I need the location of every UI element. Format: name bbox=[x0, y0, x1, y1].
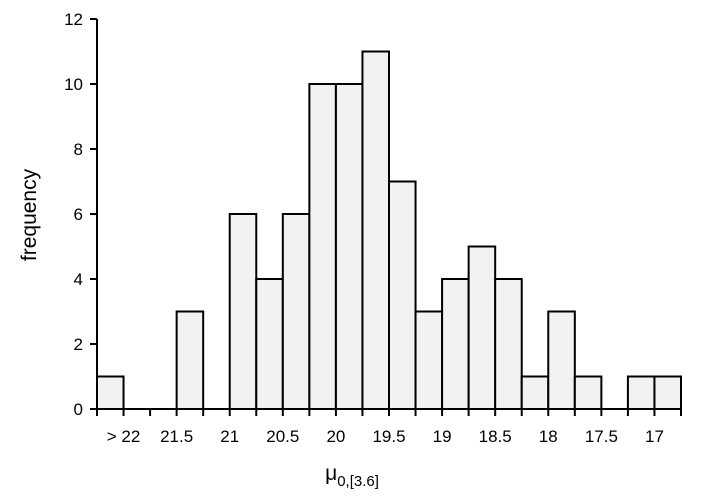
bar-6 bbox=[255, 278, 284, 410]
bar-9 bbox=[334, 83, 364, 410]
x-axis-label-sub: 0,[3.6] bbox=[337, 473, 379, 490]
x-tick-label-2: 21 bbox=[220, 427, 239, 446]
bar-21 bbox=[653, 375, 682, 410]
x-tick-label-0: > 22 bbox=[107, 427, 141, 446]
y-tick-label-10: 10 bbox=[64, 75, 83, 94]
bar-12 bbox=[414, 310, 444, 410]
y-tick-label-0: 0 bbox=[74, 400, 83, 419]
x-tick-label-5: 19.5 bbox=[372, 427, 405, 446]
y-tick-label-8: 8 bbox=[74, 140, 83, 159]
y-tick-label-12: 12 bbox=[64, 10, 83, 29]
y-axis-label: frequency bbox=[18, 168, 41, 261]
x-axis-label: μ0,[3.6] bbox=[325, 462, 379, 490]
x-ticks-group: > 22 21.5 21 20.5 20 19.5 19 18.5 18 17.5 17 bbox=[96, 409, 682, 446]
y-ticks-group: 0 2 4 6 8 10 12 bbox=[64, 10, 97, 419]
bar-5 bbox=[228, 213, 258, 410]
bar-16 bbox=[520, 375, 550, 410]
x-tick-label-6: 19 bbox=[433, 427, 452, 446]
bar-11 bbox=[388, 180, 417, 410]
x-tick-label-3: 20.5 bbox=[266, 427, 299, 446]
bar-17 bbox=[547, 310, 576, 410]
bar-18 bbox=[573, 375, 603, 410]
bar-13 bbox=[441, 278, 470, 410]
bar-10 bbox=[361, 50, 391, 410]
bar-20 bbox=[626, 375, 656, 410]
y-tick-label-6: 6 bbox=[74, 205, 83, 224]
y-tick-label-4: 4 bbox=[74, 270, 83, 289]
x-tick-label-9: 17.5 bbox=[585, 427, 618, 446]
bar-8 bbox=[308, 83, 337, 410]
bar-7 bbox=[281, 213, 311, 410]
bar-15 bbox=[494, 278, 523, 410]
y-tick-label-2: 2 bbox=[74, 335, 83, 354]
x-tick-label-7: 18.5 bbox=[479, 427, 512, 446]
x-axis-label-main: μ bbox=[325, 462, 337, 485]
bars-group bbox=[96, 50, 682, 410]
bar-0 bbox=[96, 375, 125, 410]
x-tick-label-8: 18 bbox=[539, 427, 558, 446]
x-tick-label-1: 21.5 bbox=[160, 427, 193, 446]
bar-3 bbox=[175, 310, 205, 410]
x-tick-label-10: 17 bbox=[645, 427, 664, 446]
bar-14 bbox=[467, 245, 497, 410]
x-tick-label-4: 20 bbox=[326, 427, 345, 446]
